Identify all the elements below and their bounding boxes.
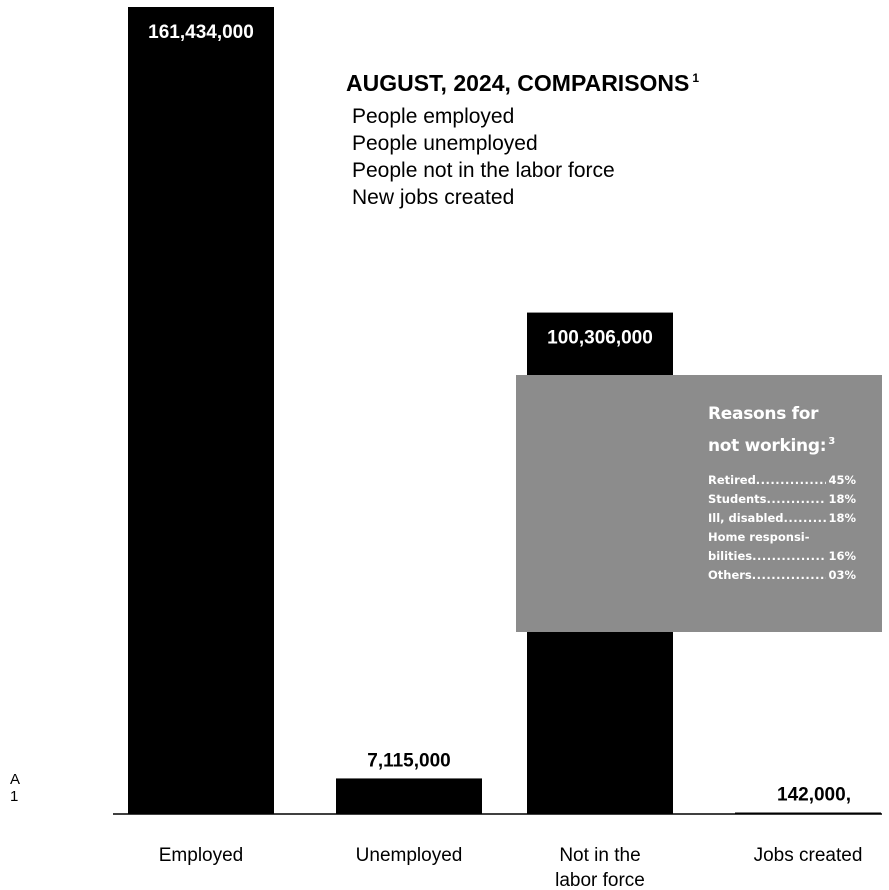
reason-name: Students [708, 492, 767, 506]
reason-name: Others [708, 568, 752, 582]
reason-name: Retired [708, 473, 756, 487]
legend-item-employed: People employed [352, 105, 515, 128]
category-label-jobs-created: Jobs created [754, 845, 863, 866]
reason-pct: 18% [828, 511, 856, 525]
reasons-title-line1: Reasons for [708, 404, 819, 424]
reasons-list: Retired45% Students18% Ill, disabled18% … [708, 471, 856, 585]
reason-name: Ill, disabled [708, 511, 784, 525]
side-mark-1: 1 [10, 788, 18, 805]
reason-row-home-2: bilities 16% [708, 547, 856, 566]
value-label-not-in-the-labor-force: 100,306,000 [547, 328, 653, 349]
legend-title: AUGUST, 2024, COMPARISONS 1 [346, 70, 700, 96]
reason-row-students: Students 18% [708, 490, 856, 509]
side-mark-0: A [10, 771, 20, 788]
legend-item-jobs-created: New jobs created [352, 186, 515, 209]
reason-pct: 03% [828, 568, 856, 582]
reason-name: bilities [708, 549, 753, 563]
category-label-employed: Employed [159, 845, 244, 866]
reasons-footnote: 3 [828, 436, 835, 447]
category-label-not-in-the-labor-force: Not in the [559, 845, 640, 866]
legend-footnote: 1 [692, 71, 700, 85]
reasons-title-line2: not working: 3 [708, 436, 835, 456]
reason-pct: 18% [828, 492, 856, 506]
reason-name: Home responsi- [708, 530, 810, 544]
reason-pct: 45% [828, 473, 856, 487]
reason-row-others: Others 03% [708, 566, 856, 585]
reason-row-retired: Retired 45% [708, 471, 856, 490]
category-label-not-in-the-labor-force-line2: labor force [555, 870, 645, 890]
legend-item-unemployed: People unemployed [352, 132, 538, 155]
reason-row-ill-disabled: Ill, disabled 18% [708, 509, 856, 528]
bar-unemployed [336, 778, 482, 814]
value-label-employed: 161,434,000 [148, 22, 254, 43]
legend-item-not-in-labor-force: People not in the labor force [352, 159, 615, 182]
reason-pct: 16% [828, 549, 856, 563]
reason-row-home-1: Home responsi- [708, 528, 856, 547]
value-label-unemployed: 7,115,000 [367, 750, 450, 771]
legend: AUGUST, 2024, COMPARISONS 1 People employ… [346, 70, 806, 211]
category-label-unemployed: Unemployed [356, 845, 463, 866]
value-label-jobs-created: 142,000, [777, 785, 851, 806]
reasons-panel: Reasons for not working:3 Retired 45% Stu… [516, 375, 882, 632]
reasons-title: Reasons for not working: 3 [708, 401, 835, 460]
bar-employed [128, 7, 274, 814]
